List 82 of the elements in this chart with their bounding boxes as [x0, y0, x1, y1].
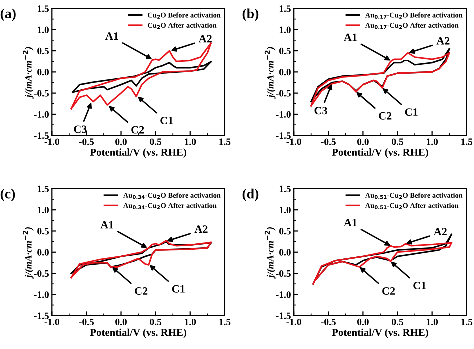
x-tick-label: -0.5: [79, 138, 94, 146]
y-tick-label: 0.0: [280, 249, 291, 256]
x-tick-label: 1.5: [220, 138, 231, 146]
annotation: A2: [436, 37, 450, 45]
annotation: C1: [405, 108, 418, 116]
y-tick-label: 0.5: [38, 48, 50, 55]
annotation: C1: [172, 285, 185, 293]
x-tick-label: 0.0: [357, 318, 369, 326]
x-tick-label: 0.5: [150, 318, 162, 326]
annotation: C2: [132, 126, 144, 134]
x-axis-title: Potential/V (vs. RHE): [90, 328, 186, 338]
x-tick-label: 0.0: [116, 318, 127, 326]
y-tick-label: 1.5: [38, 186, 50, 192]
chart-title: (a): [0, 8, 16, 22]
annotation: A1: [344, 34, 357, 42]
annotation: A2: [434, 228, 447, 236]
chart-title: (b): [242, 8, 259, 22]
x-tick-label: 1.0: [427, 318, 438, 326]
y-tick-label: 1.0: [38, 26, 49, 34]
x-tick-label: 1.0: [185, 138, 196, 146]
x-axis-title: Potential/V (vs. RHE): [90, 148, 186, 158]
y-tick-label: -0.5: [276, 270, 291, 278]
annotation: A1: [100, 221, 114, 229]
y-axis-title: j/(mA·cm$^{−2}$): [264, 228, 276, 280]
x-tick-label: 0.5: [392, 318, 404, 326]
x-tick-label: -1.0: [286, 318, 302, 326]
y-tick-label: -1.5: [34, 312, 50, 320]
y-tick-label: 1.5: [38, 6, 50, 12]
x-tick-label: -1.0: [44, 138, 60, 146]
x-tick-label: -1.0: [286, 138, 302, 146]
y-tick-label: -1.0: [276, 292, 291, 298]
annotation: A1: [106, 32, 118, 40]
x-tick-label: -0.5: [79, 318, 94, 326]
x-tick-label: 1.5: [220, 318, 231, 326]
x-axis-title: Potential/V (vs. RHE): [332, 328, 428, 338]
x-tick-label: -0.5: [321, 138, 336, 146]
y-tick-label: 0.0: [280, 69, 291, 76]
annotation: C1: [414, 282, 426, 290]
x-tick-label: 1.0: [185, 318, 196, 326]
x-tick-label: -1.0: [44, 318, 60, 326]
y-tick-label: -1.5: [34, 132, 50, 140]
y-tick-label: 1.5: [280, 186, 291, 192]
y-tick-label: -1.5: [276, 312, 291, 320]
x-tick-label: 1.5: [462, 318, 473, 326]
y-tick-label: 0.0: [38, 249, 49, 256]
x-tick-label: 0.0: [116, 138, 127, 146]
y-tick-label: -0.5: [34, 270, 50, 278]
x-tick-label: 1.0: [427, 138, 438, 146]
y-axis-title: j/(mA·cm$^{−2}$): [264, 47, 276, 99]
annotation: C1: [160, 117, 174, 124]
y-tick-label: 1.0: [280, 206, 291, 214]
annotation: C2: [135, 288, 148, 295]
x-tick-label: 0.0: [357, 138, 369, 146]
annotation: A1: [344, 219, 357, 226]
chart-title: (d): [242, 188, 259, 202]
y-tick-label: -1.5: [276, 132, 291, 140]
y-tick-label: -1.0: [34, 292, 49, 298]
x-tick-label: -0.5: [321, 318, 336, 326]
x-tick-label: 0.5: [150, 138, 162, 146]
y-tick-label: -1.0: [276, 111, 291, 118]
y-tick-label: 1.0: [280, 26, 291, 34]
y-tick-label: 1.0: [38, 206, 49, 214]
x-tick-label: 1.5: [462, 138, 473, 146]
annotation: A2: [194, 226, 208, 233]
y-axis-title: j/(mA·cm$^{−2}$): [22, 228, 34, 280]
annotation: A2: [198, 35, 212, 43]
y-tick-label: -0.5: [34, 90, 50, 97]
chart-title: (c): [0, 188, 16, 202]
y-tick-label: -0.5: [276, 90, 291, 97]
x-axis-title: Potential/V (vs. RHE): [332, 148, 428, 158]
y-tick-label: 1.5: [280, 6, 291, 12]
annotation: C2: [379, 112, 392, 120]
annotation: C3: [314, 107, 328, 115]
y-axis-title: j/(mA·cm$^{−2}$): [22, 47, 34, 99]
annotation: C2: [382, 288, 396, 295]
y-tick-label: 0.5: [38, 228, 50, 235]
y-tick-label: 0.5: [280, 48, 291, 55]
annotation: C3: [74, 126, 87, 134]
y-tick-label: 0.5: [280, 228, 291, 235]
y-tick-label: -1.0: [34, 111, 49, 118]
y-tick-label: 0.0: [38, 69, 49, 76]
x-tick-label: 0.5: [392, 138, 404, 146]
